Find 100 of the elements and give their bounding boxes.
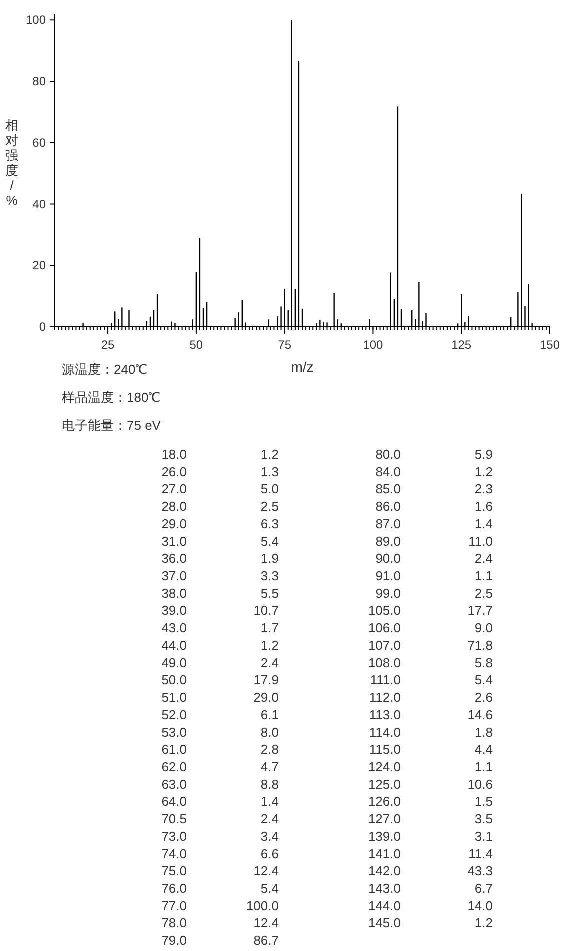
text: 3.4 [260, 828, 279, 844]
y-tick-label: 0 [39, 320, 46, 334]
text: 37.0 [162, 568, 187, 584]
y-tick-label: 20 [32, 258, 46, 273]
text: 12.4 [254, 916, 279, 931]
x-tick-label: 150 [540, 338, 560, 352]
text: 12.4 [254, 864, 279, 879]
text: 78.0 [162, 916, 187, 931]
text: 5.5 [260, 586, 279, 601]
text: 100.0 [246, 898, 279, 914]
text: 76.0 [162, 881, 187, 896]
text: 1.6 [474, 499, 493, 514]
x-axis-title: m/z [291, 359, 314, 375]
text: 1.1 [474, 759, 493, 774]
text: 63.0 [162, 776, 187, 792]
text: 51.0 [162, 690, 187, 706]
text: 114.0 [369, 724, 401, 740]
text: 39.0 [162, 603, 187, 618]
text: 145.0 [368, 916, 401, 931]
text: 43.3 [468, 864, 493, 879]
text: 3.3 [260, 568, 279, 584]
text: 141.0 [368, 846, 401, 862]
text: 6.6 [260, 846, 279, 862]
y-tick-label: 60 [32, 136, 46, 150]
text: 2.8 [260, 742, 279, 758]
text: 144.0 [368, 898, 401, 914]
text: 44.0 [162, 638, 187, 653]
text: 17.7 [468, 603, 493, 618]
text: 2.4 [474, 551, 493, 566]
text: 29.0 [162, 516, 187, 532]
text: 49.0 [162, 655, 187, 670]
text: 3.1 [474, 828, 493, 844]
text: 1.2 [260, 447, 279, 462]
text: 115.0 [369, 742, 401, 758]
text: 3.5 [474, 812, 493, 827]
text: 样品温度：180℃ [62, 390, 161, 405]
x-tick-label: 50 [190, 338, 204, 352]
y-tick-label: 100 [26, 13, 46, 28]
text: 143.0 [368, 881, 401, 896]
text: 79.0 [162, 933, 187, 948]
text: 5.0 [260, 482, 279, 497]
text: 4.7 [260, 759, 279, 774]
text: 91.0 [376, 568, 401, 584]
text: 90.0 [376, 551, 401, 566]
text: 64.0 [162, 794, 187, 810]
text: 127.0 [368, 812, 401, 827]
text: 1.8 [474, 724, 493, 740]
text: 124.0 [368, 759, 401, 774]
text: 5.4 [474, 672, 493, 688]
text: 5.9 [474, 447, 493, 462]
text: 8.8 [260, 776, 279, 792]
text: 111.0 [370, 672, 401, 688]
text: 1.3 [260, 464, 279, 480]
text: 1.1 [474, 568, 493, 584]
text: 1.4 [474, 516, 493, 532]
y-axis-title: 相对强度/% [6, 118, 18, 208]
text: 86.7 [254, 933, 279, 948]
text: 142.0 [368, 864, 401, 879]
text: 1.7 [260, 620, 279, 636]
text: 11.0 [468, 534, 493, 549]
text: 77.0 [162, 898, 187, 914]
text: 10.6 [468, 776, 493, 792]
text: 70.5 [162, 812, 187, 827]
text: 1.4 [260, 794, 279, 810]
text: 5.8 [474, 655, 493, 670]
text: 1.2 [260, 638, 279, 653]
x-tick-label: 25 [101, 338, 116, 352]
text: 5.4 [260, 534, 279, 549]
text: 84.0 [376, 464, 401, 480]
text: 8.0 [260, 724, 279, 740]
text: 2.4 [260, 812, 279, 827]
text: 50.0 [162, 672, 187, 688]
text: 53.0 [162, 724, 187, 740]
text: 10.7 [254, 603, 279, 618]
text: 28.0 [162, 499, 187, 514]
text: 106.0 [368, 620, 401, 636]
text: 电子能量：75 eV [62, 418, 162, 433]
text: 27.0 [162, 482, 187, 497]
text: 85.0 [376, 482, 401, 497]
text: 18.0 [162, 447, 187, 462]
y-tick-label: 80 [32, 74, 46, 89]
text: 1.2 [474, 916, 493, 931]
text: 73.0 [162, 828, 187, 844]
text: 126.0 [368, 794, 401, 810]
text: 52.0 [162, 707, 187, 722]
text: 62.0 [162, 759, 187, 774]
text: 6.7 [474, 881, 493, 896]
text: 87.0 [376, 516, 401, 532]
text: 6.1 [260, 707, 279, 722]
text: 36.0 [162, 551, 187, 566]
text: 1.2 [474, 464, 493, 480]
x-tick-label: 100 [363, 338, 384, 352]
text: 139.0 [368, 828, 401, 844]
text: 80.0 [376, 447, 401, 462]
text: 38.0 [162, 586, 187, 601]
text: 71.8 [468, 638, 493, 653]
text: 11.4 [468, 846, 493, 862]
text: 9.0 [474, 620, 493, 636]
text: 74.0 [162, 846, 187, 862]
y-tick-label: 40 [32, 197, 46, 212]
